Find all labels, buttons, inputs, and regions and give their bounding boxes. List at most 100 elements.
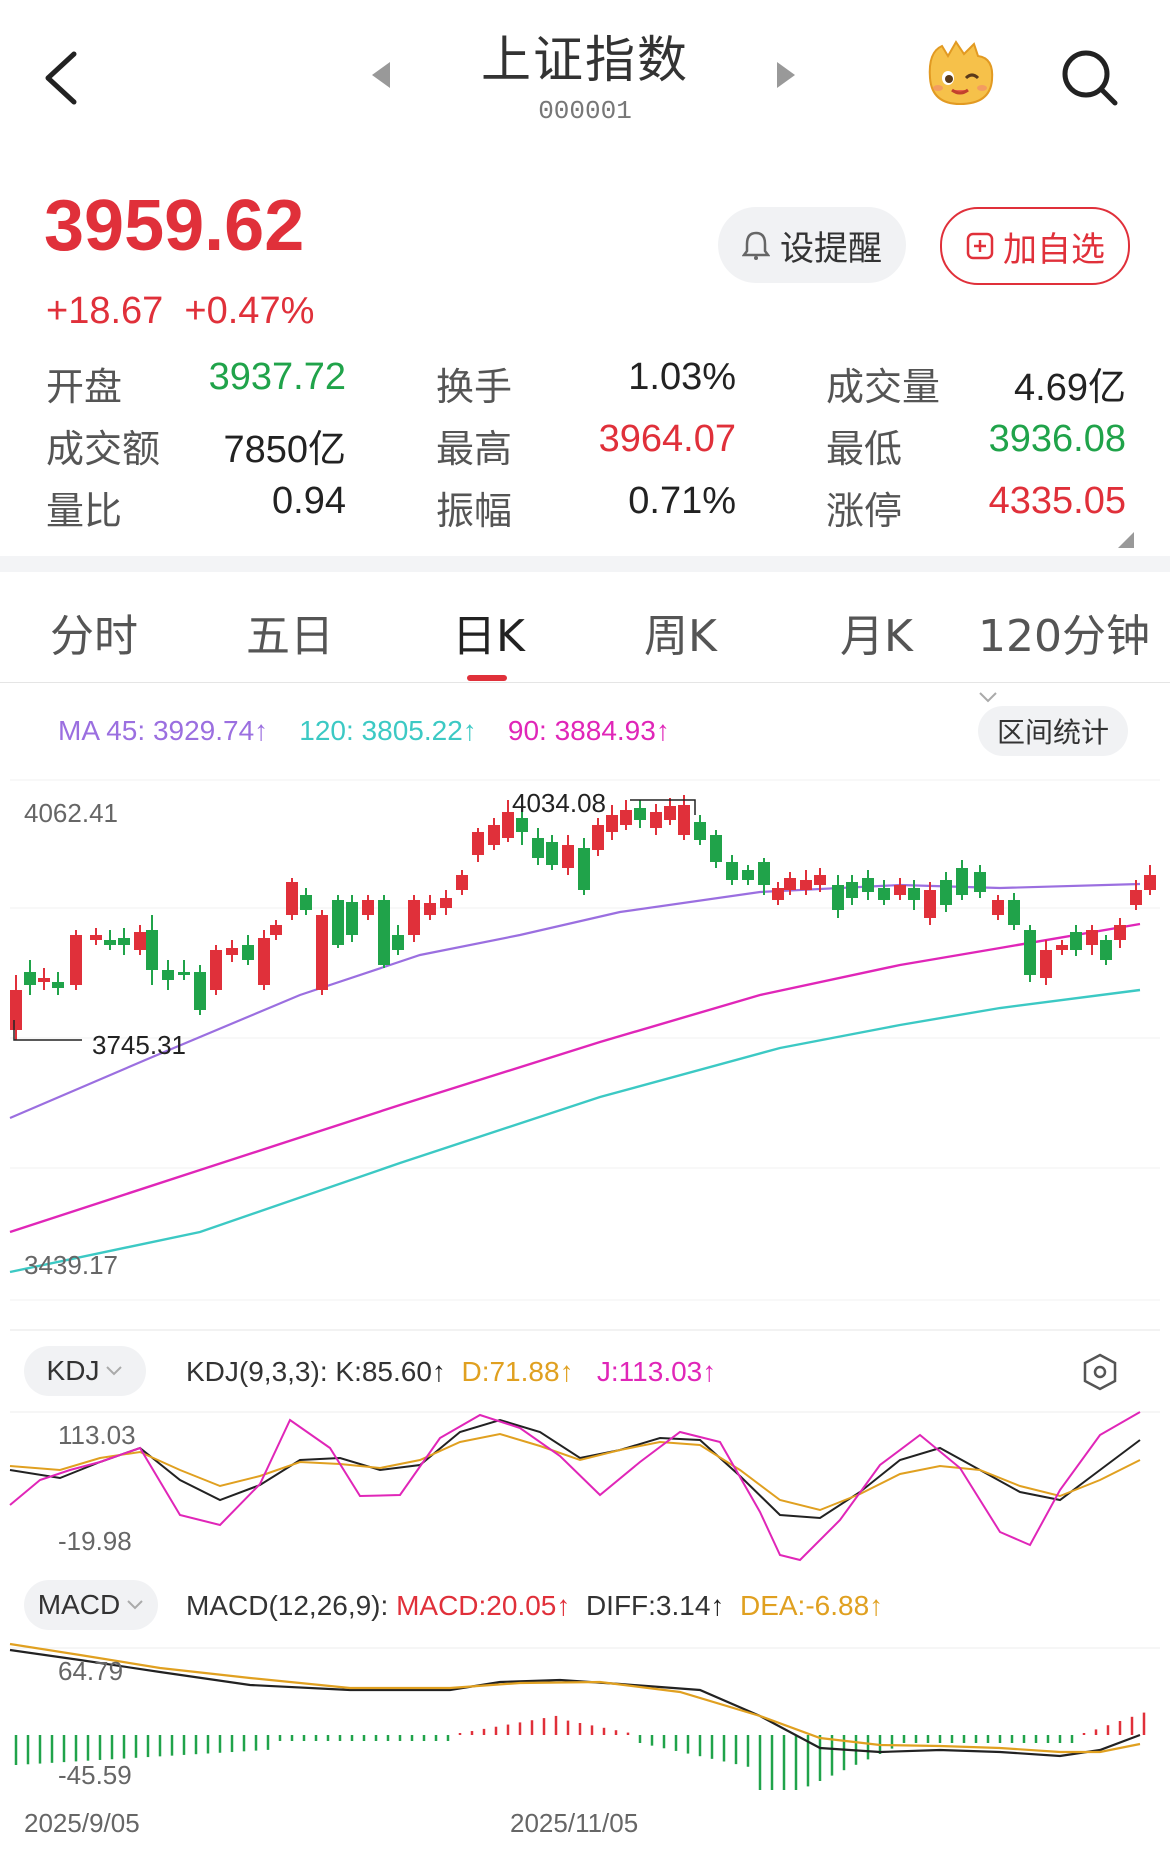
candle-body	[606, 815, 618, 832]
candle-body	[620, 810, 632, 825]
next-stock-button[interactable]	[775, 60, 797, 94]
macd-diff-line	[9, 1648, 1141, 1758]
triangle-right-icon	[777, 62, 795, 88]
kdj-bottom-label: -19.98	[58, 1526, 132, 1556]
stat-value: 0.94	[272, 480, 346, 522]
stat-value: 4.69亿	[1014, 367, 1126, 409]
tab-120min[interactable]: 120分钟	[978, 600, 1170, 715]
candle-body	[194, 972, 206, 1010]
candle-body	[908, 888, 920, 900]
candle-body	[362, 900, 374, 915]
macd-value: MACD:20.05	[396, 1590, 557, 1621]
candle-body	[1086, 930, 1098, 945]
candle-body	[392, 935, 404, 950]
stat-value: 0.71%	[628, 480, 736, 522]
high-marker-line	[630, 799, 696, 815]
stat-label: 涨停	[826, 489, 903, 533]
expand-corner-icon[interactable]	[1118, 532, 1134, 552]
settings-hexagon-icon	[1083, 1353, 1117, 1391]
candle-body	[832, 885, 844, 910]
ma120-arrow: ↑	[462, 715, 477, 746]
active-tab-indicator	[467, 675, 507, 681]
candle-body	[678, 805, 690, 835]
kline-low-label: 3439.17	[24, 1250, 118, 1280]
kdj-j-arrow: ↑	[702, 1356, 717, 1387]
tab-weekly-k[interactable]: 周K	[644, 611, 717, 662]
current-price: 3959.62	[44, 186, 305, 266]
kline-min-marker: 3745.31	[92, 1030, 186, 1060]
candle-body	[146, 930, 158, 970]
kdj-d-line	[9, 1432, 1141, 1512]
chevron-down-icon	[127, 1600, 143, 1610]
kline-chart[interactable]	[0, 770, 1170, 1852]
add-watchlist-label: 加自选	[1003, 229, 1105, 270]
candle-body	[974, 872, 986, 892]
change-amount: +18.67	[46, 290, 164, 332]
stat-value: 7850亿	[223, 429, 346, 471]
candle-body	[258, 938, 270, 985]
macd-values: MACD(12,26,9): MACD:20.05↑ DIFF:3.14↑ DE…	[186, 1590, 883, 1622]
mascot-icon[interactable]	[920, 38, 1000, 108]
ma90-line	[9, 922, 1141, 1234]
macd-arrow: ↑	[556, 1590, 571, 1621]
kdj-selector[interactable]: KDJ	[24, 1346, 146, 1396]
search-icon	[1062, 50, 1118, 106]
stat-label: 成交量	[826, 365, 941, 409]
stat-label: 量比	[46, 489, 123, 533]
ma120-value: 120: 3805.22	[299, 715, 463, 746]
candle-body	[1114, 925, 1126, 940]
candle-body	[1100, 940, 1112, 960]
candle-body	[516, 818, 528, 832]
stat-value: 4335.05	[988, 480, 1126, 522]
tab-daily-k[interactable]: 日K	[452, 611, 525, 662]
candle-body	[226, 948, 238, 955]
stat-value: 3936.08	[988, 418, 1126, 460]
range-stats-button[interactable]: 区间统计	[978, 706, 1128, 756]
candle-body	[814, 875, 826, 885]
candle-body	[424, 903, 436, 915]
candle-body	[800, 880, 812, 890]
candle-body	[286, 882, 298, 915]
candle-body	[210, 950, 222, 990]
kdj-d-arrow: ↑	[559, 1356, 574, 1387]
candle-body	[346, 902, 358, 935]
set-alert-button[interactable]: 设提醒	[718, 207, 906, 283]
stat-value: 3937.72	[208, 356, 346, 398]
settings-button[interactable]	[1080, 1352, 1120, 1396]
macd-params: MACD(12,26,9):	[186, 1590, 389, 1621]
kdj-params: KDJ(9,3,3):	[186, 1356, 328, 1387]
previous-stock-button[interactable]	[370, 60, 392, 94]
add-watchlist-button[interactable]: 加自选	[940, 207, 1130, 285]
kdj-values: KDJ(9,3,3): K:85.60↑ D:71.88↑ J:113.03↑	[186, 1356, 716, 1388]
candle-body	[134, 932, 146, 950]
back-button[interactable]	[42, 48, 82, 108]
candle-body	[562, 845, 574, 868]
macd-selector[interactable]: MACD	[24, 1580, 158, 1630]
candle-body	[1040, 950, 1052, 978]
candle-body	[578, 848, 590, 890]
tab-five-day[interactable]: 五日	[246, 611, 334, 662]
candle-body	[378, 900, 390, 965]
stat-value: 3964.07	[598, 418, 736, 460]
candle-body	[650, 812, 662, 828]
ma90-value: 90: 3884.93	[507, 715, 656, 746]
kline-high-label: 4062.41	[24, 798, 118, 828]
tab-intraday[interactable]: 分时	[50, 611, 138, 662]
candle-body	[440, 898, 452, 908]
kdj-k: K:85.60	[335, 1356, 432, 1387]
candle-body	[300, 895, 312, 910]
candle-body	[878, 888, 890, 900]
ma120-line	[9, 988, 1141, 1274]
candle-body	[178, 972, 190, 975]
candle-body	[472, 832, 484, 855]
stat-label: 换手	[436, 365, 513, 409]
tab-monthly-k[interactable]: 月K	[840, 611, 913, 662]
candle-body	[546, 842, 558, 865]
kline-max-marker: 4034.08	[512, 788, 606, 818]
search-button[interactable]	[1060, 48, 1120, 108]
kdj-d: D:71.88	[461, 1356, 560, 1387]
candle-body	[502, 812, 514, 838]
candle-body	[862, 878, 874, 892]
macd-diff-arrow: ↑	[710, 1590, 725, 1621]
candle-body	[456, 875, 468, 890]
